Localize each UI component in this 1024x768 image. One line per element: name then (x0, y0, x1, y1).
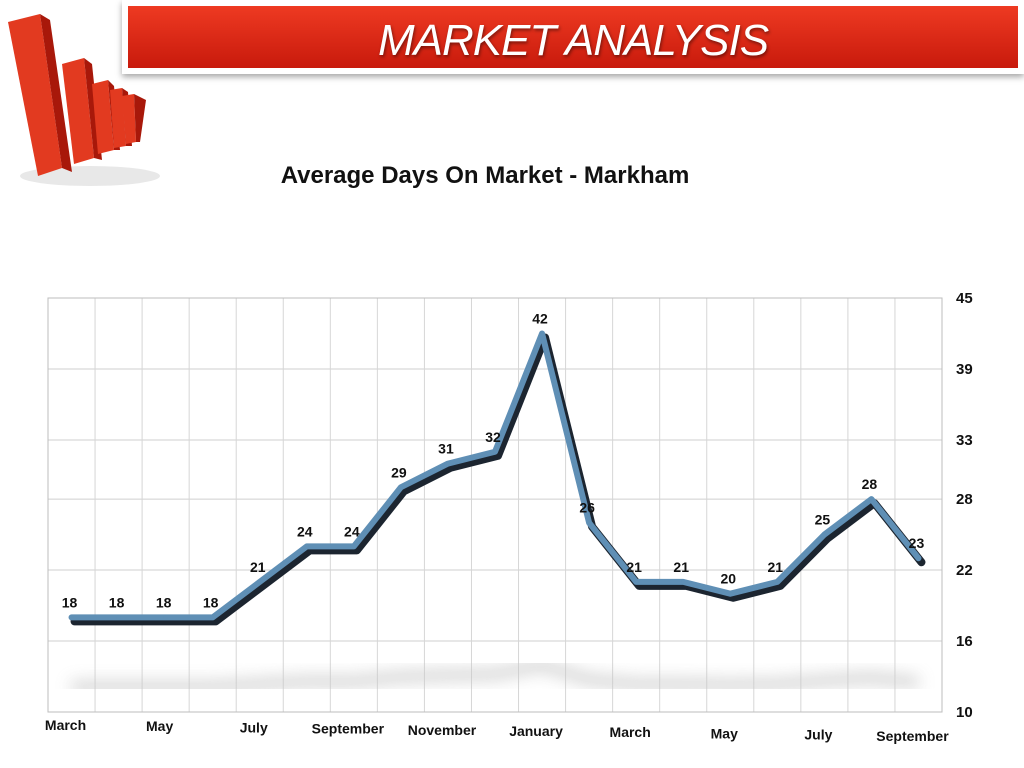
data-point (681, 579, 686, 584)
x-tick-label: September (312, 721, 385, 737)
data-point (775, 579, 780, 584)
data-point (116, 615, 121, 620)
data-label: 32 (485, 429, 501, 445)
data-point (304, 544, 309, 549)
data-point (445, 461, 450, 466)
chart-title: Average Days On Market - Markham (280, 162, 690, 189)
data-label: 21 (250, 559, 266, 575)
x-tick-label: July (804, 727, 832, 743)
data-point (398, 485, 403, 490)
y-tick-label: 10 (956, 704, 973, 721)
data-point (587, 520, 592, 525)
line-shadow (71, 660, 919, 692)
data-label: 20 (720, 571, 736, 587)
data-label: 26 (579, 500, 595, 516)
x-tick-label: November (408, 722, 477, 738)
data-point (210, 615, 215, 620)
x-tick-label: January (509, 723, 563, 739)
data-point (163, 615, 168, 620)
y-tick-label: 22 (956, 562, 973, 579)
data-point (540, 331, 545, 336)
data-label: 29 (391, 464, 407, 480)
x-tick-label: September (876, 728, 949, 744)
data-label: 25 (815, 512, 831, 528)
data-label: 18 (203, 594, 219, 610)
x-tick-label: March (45, 717, 86, 733)
title-banner: MARKET ANALYSIS (122, 0, 1024, 74)
y-tick-label: 16 (956, 633, 973, 650)
data-label: 23 (909, 535, 925, 551)
data-label: 28 (862, 476, 878, 492)
y-tick-label: 28 (956, 491, 973, 508)
x-tick-label: July (240, 719, 268, 735)
data-point (634, 579, 639, 584)
x-tick-label: March (610, 724, 651, 740)
bar-chart-3d-icon (0, 0, 160, 190)
x-tick-label: May (711, 725, 738, 741)
data-label: 21 (626, 559, 642, 575)
plot-frame (47, 297, 943, 713)
data-label: 24 (297, 523, 313, 539)
y-tick-label: 33 (956, 432, 973, 449)
x-tick-label: May (146, 718, 173, 734)
data-point (493, 449, 497, 454)
data-label: 31 (438, 441, 454, 457)
data-point (822, 532, 827, 537)
y-tick-label: 45 (956, 290, 973, 307)
banner-title: MARKET ANALYSIS (377, 16, 769, 65)
y-tick-label: 39 (956, 361, 973, 378)
data-point (257, 579, 262, 584)
data-label: 18 (156, 594, 172, 610)
data-label: 18 (62, 594, 78, 610)
data-label: 21 (673, 559, 689, 575)
data-label: 18 (109, 594, 125, 610)
series-line-depth (70, 333, 926, 626)
data-label: 24 (344, 523, 360, 539)
data-point (869, 497, 874, 502)
data-point (351, 544, 356, 549)
data-label: 21 (768, 559, 784, 575)
data-point (69, 615, 74, 620)
data-point (728, 591, 733, 596)
data-point (916, 556, 921, 561)
data-label: 42 (532, 310, 548, 326)
